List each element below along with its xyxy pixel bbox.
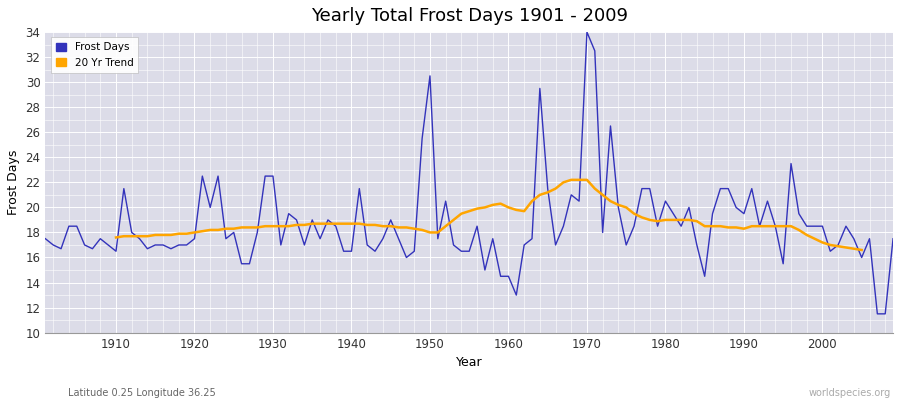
Text: worldspecies.org: worldspecies.org	[809, 388, 891, 398]
Title: Yearly Total Frost Days 1901 - 2009: Yearly Total Frost Days 1901 - 2009	[310, 7, 627, 25]
X-axis label: Year: Year	[456, 356, 482, 369]
Text: Latitude 0.25 Longitude 36.25: Latitude 0.25 Longitude 36.25	[68, 388, 215, 398]
Y-axis label: Frost Days: Frost Days	[7, 150, 20, 215]
Legend: Frost Days, 20 Yr Trend: Frost Days, 20 Yr Trend	[50, 37, 139, 73]
